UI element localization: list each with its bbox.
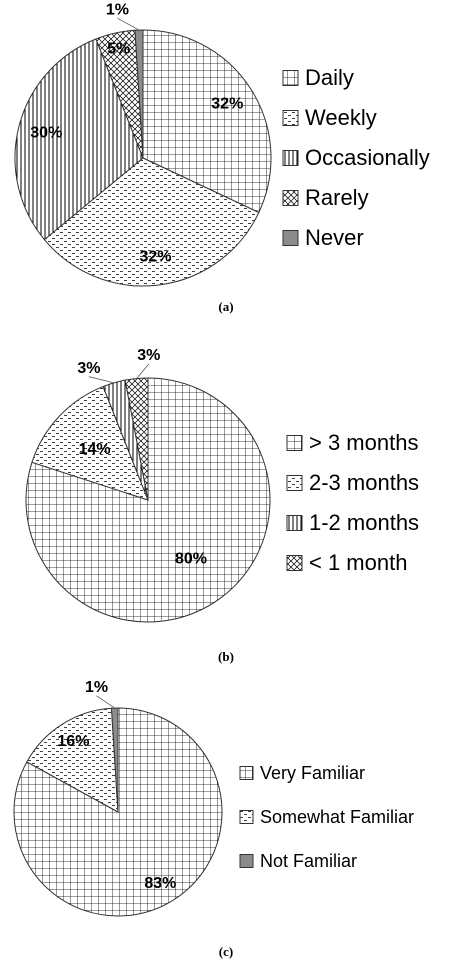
legend-label: < 1 month	[309, 550, 407, 575]
data-label: 14%	[79, 441, 111, 458]
data-label: 3%	[77, 360, 100, 377]
legend-swatch	[282, 70, 299, 86]
caption: (c)	[219, 944, 233, 959]
data-label: 32%	[211, 96, 243, 113]
legend-label: 1-2 months	[309, 510, 419, 535]
legend-swatch	[282, 190, 299, 206]
pie-slice	[13, 707, 223, 917]
data-label: 5%	[107, 41, 130, 58]
legend-swatch	[239, 854, 254, 868]
legend-label: Daily	[305, 65, 354, 90]
legend-swatch	[286, 475, 303, 491]
data-label: 83%	[144, 875, 176, 892]
pie-slice	[134, 29, 144, 159]
legend-label: Somewhat Familiar	[260, 807, 414, 827]
pie-slice	[110, 707, 119, 813]
leader-line	[96, 695, 115, 709]
leader-line	[117, 17, 140, 31]
pie-slice	[142, 29, 272, 214]
legend-swatch	[282, 150, 299, 166]
caption: (b)	[218, 649, 234, 664]
data-label: 16%	[57, 733, 89, 750]
data-label: 1%	[85, 679, 108, 696]
data-label: 3%	[137, 347, 160, 364]
data-label: 32%	[139, 248, 171, 265]
data-label: 80%	[175, 550, 207, 567]
legend-label: Occasionally	[305, 145, 430, 170]
pie-slice	[14, 38, 144, 241]
legend-swatch	[286, 555, 303, 571]
legend-swatch	[282, 110, 299, 126]
legend-label: Very Familiar	[260, 763, 365, 783]
legend-swatch	[286, 515, 303, 531]
pie-slice	[43, 157, 260, 287]
caption: (a)	[218, 299, 233, 314]
data-label: 1%	[106, 1, 129, 18]
legend-label: Not Familiar	[260, 851, 357, 871]
pie-slice	[26, 707, 119, 813]
pie-slice	[124, 377, 149, 501]
legend-label: 2-3 months	[309, 470, 419, 495]
legend-label: Weekly	[305, 105, 377, 130]
data-label: 30%	[30, 124, 62, 141]
leader-line	[88, 376, 115, 384]
legend-swatch	[239, 810, 254, 824]
legend-swatch	[239, 766, 254, 780]
pie-slice	[31, 385, 149, 501]
legend-label: Never	[305, 225, 364, 250]
legend-swatch	[286, 435, 303, 451]
legend-swatch	[282, 230, 299, 246]
legend-label: Rarely	[305, 185, 369, 210]
legend-label: > 3 months	[309, 430, 418, 455]
leader-line	[136, 363, 150, 379]
